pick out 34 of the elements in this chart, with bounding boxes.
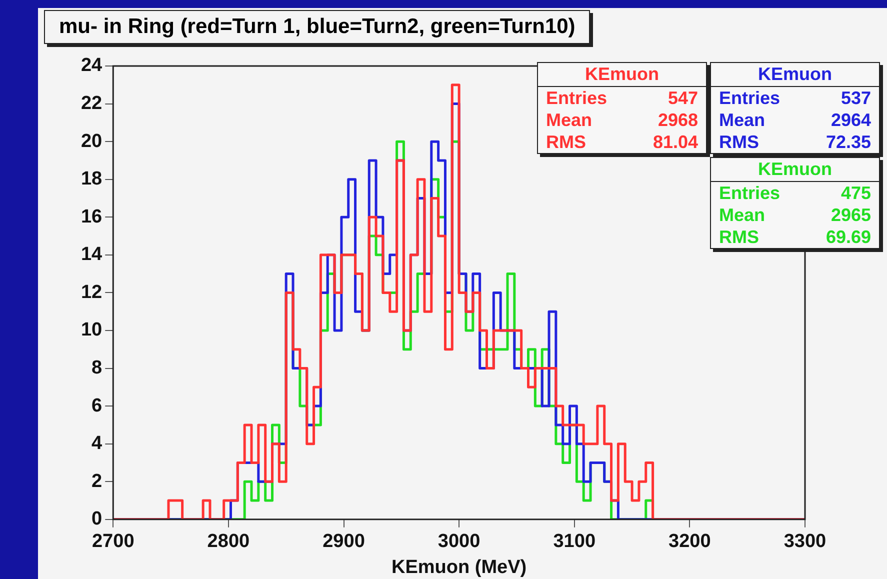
y-tick-label: 0 — [92, 508, 102, 530]
text: Entries 547 — [546, 88, 698, 108]
y-tick-label: 6 — [92, 395, 102, 416]
y-tick-label: 12 — [80, 282, 102, 303]
text: RMS 81.04 — [546, 132, 698, 152]
x-tick-label: 3200 — [668, 531, 711, 552]
y-tick-label: 20 — [80, 130, 102, 152]
x-tick-label: 2800 — [207, 531, 250, 552]
y-tick-label: 22 — [80, 93, 102, 114]
y-tick-label: 10 — [80, 320, 102, 341]
y-tick-label: 24 — [80, 55, 103, 76]
text: KEmuon — [538, 63, 706, 87]
text: KEmuon — [711, 63, 879, 87]
text: Mean 2968 — [546, 110, 698, 130]
text: Mean 2964 — [719, 110, 871, 130]
y-tick-label: 4 — [92, 433, 103, 454]
y-tick-label: 18 — [80, 168, 102, 190]
y-tick-label: 8 — [92, 358, 102, 378]
text: Entries 537 — [719, 88, 871, 108]
x-axis-title: KEmuon (MeV) — [392, 556, 527, 578]
x-tick-label: 3000 — [438, 531, 480, 552]
x-tick-label: 3300 — [784, 531, 826, 552]
x-tick-label: 2900 — [322, 531, 365, 552]
x-tick-label: 2700 — [92, 531, 134, 552]
text: RMS 69.69 — [719, 227, 871, 247]
x-tick-label: 3100 — [553, 531, 596, 552]
y-tick-label: 16 — [80, 206, 102, 228]
text: Mean 2965 — [719, 205, 871, 225]
chart-title: mu- in Ring (red=Turn 1, blue=Turn2, green=Turn10) — [44, 10, 590, 44]
y-tick-label: 14 — [80, 244, 103, 266]
y-tick-label: 2 — [92, 470, 102, 492]
text: KEmuon — [711, 158, 879, 182]
text: RMS 72.35 — [719, 132, 871, 152]
text: Entries 475 — [719, 183, 871, 203]
